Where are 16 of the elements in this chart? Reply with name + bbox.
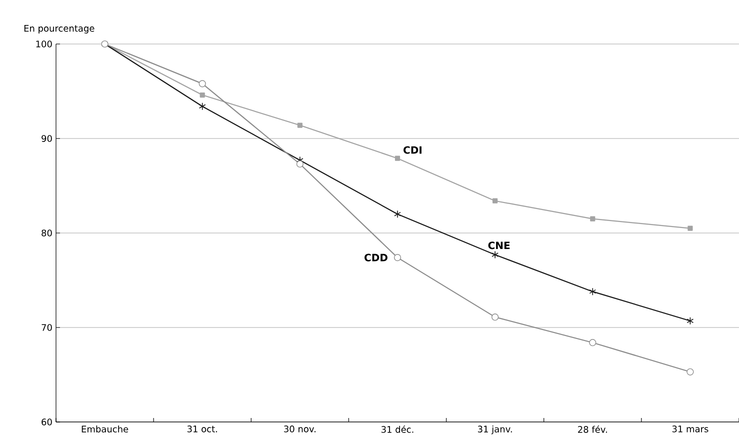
x-tick-label: 31 oct. [187, 426, 217, 432]
y-tick-label: 80 [42, 230, 52, 236]
series-label: CDI [404, 146, 422, 154]
x-tick-label: 31 mars [672, 426, 708, 432]
series-label: CDD [364, 254, 388, 262]
x-tick-label: Embauche [82, 426, 128, 432]
x-tick-label: 30 nov. [284, 426, 316, 432]
y-tick-label: 100 [36, 40, 52, 48]
x-tick-label: 31 janv. [478, 426, 512, 434]
y-axis-title: En pourcentage [24, 25, 94, 34]
x-tick-label: 31 déc. [382, 426, 414, 433]
y-tick-label: 60 [42, 418, 52, 426]
y-tick-label: 70 [42, 324, 52, 331]
y-tick-label: 90 [42, 135, 52, 142]
x-tick-label: 28 fév. [578, 426, 607, 433]
series-label: CNE [488, 242, 510, 250]
